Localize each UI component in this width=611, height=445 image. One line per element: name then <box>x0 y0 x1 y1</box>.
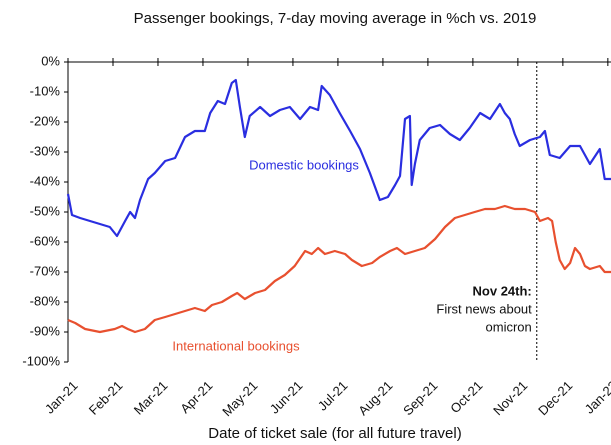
x-tick-label: Jun-21 <box>267 378 306 417</box>
series-label: International bookings <box>172 338 300 353</box>
x-tick-label: Jul-21 <box>315 378 351 414</box>
x-tick-label: Aug-21 <box>355 378 395 418</box>
chart-title: Passenger bookings, 7-day moving average… <box>134 10 537 27</box>
y-tick-label: -20% <box>30 113 61 128</box>
x-tick-label: Nov-21 <box>490 378 530 418</box>
x-axis-label: Date of ticket sale (for all future trav… <box>208 425 461 442</box>
x-tick-label: Oct-21 <box>447 378 485 416</box>
y-tick-label: -50% <box>30 203 61 218</box>
series-line <box>66 78 611 238</box>
y-tick-label: 0% <box>41 53 60 68</box>
y-tick-label: -100% <box>22 353 60 368</box>
annotation-text: omicron <box>486 319 532 334</box>
x-tick-label: Mar-21 <box>131 378 171 418</box>
x-tick-label: Dec-21 <box>535 378 575 418</box>
annotation-text: First news about <box>436 301 532 316</box>
y-tick-label: -10% <box>30 83 61 98</box>
y-tick-label: -30% <box>30 143 61 158</box>
series-label: Domestic bookings <box>249 157 359 172</box>
y-tick-label: -90% <box>30 323 61 338</box>
y-tick-label: -80% <box>30 293 61 308</box>
x-tick-label: Feb-21 <box>86 378 126 418</box>
x-tick-label: May-21 <box>219 378 260 419</box>
x-tick-label: Jan-22 <box>582 378 611 417</box>
y-tick-label: -70% <box>30 263 61 278</box>
series-line <box>67 204 611 334</box>
x-tick-label: Apr-21 <box>177 378 215 416</box>
y-tick-label: -60% <box>30 233 61 248</box>
x-tick-label: Jan-21 <box>42 378 81 417</box>
y-tick-label: -40% <box>30 173 61 188</box>
annotation-text: Nov 24th: <box>473 283 532 298</box>
x-tick-label: Sep-21 <box>400 378 440 418</box>
